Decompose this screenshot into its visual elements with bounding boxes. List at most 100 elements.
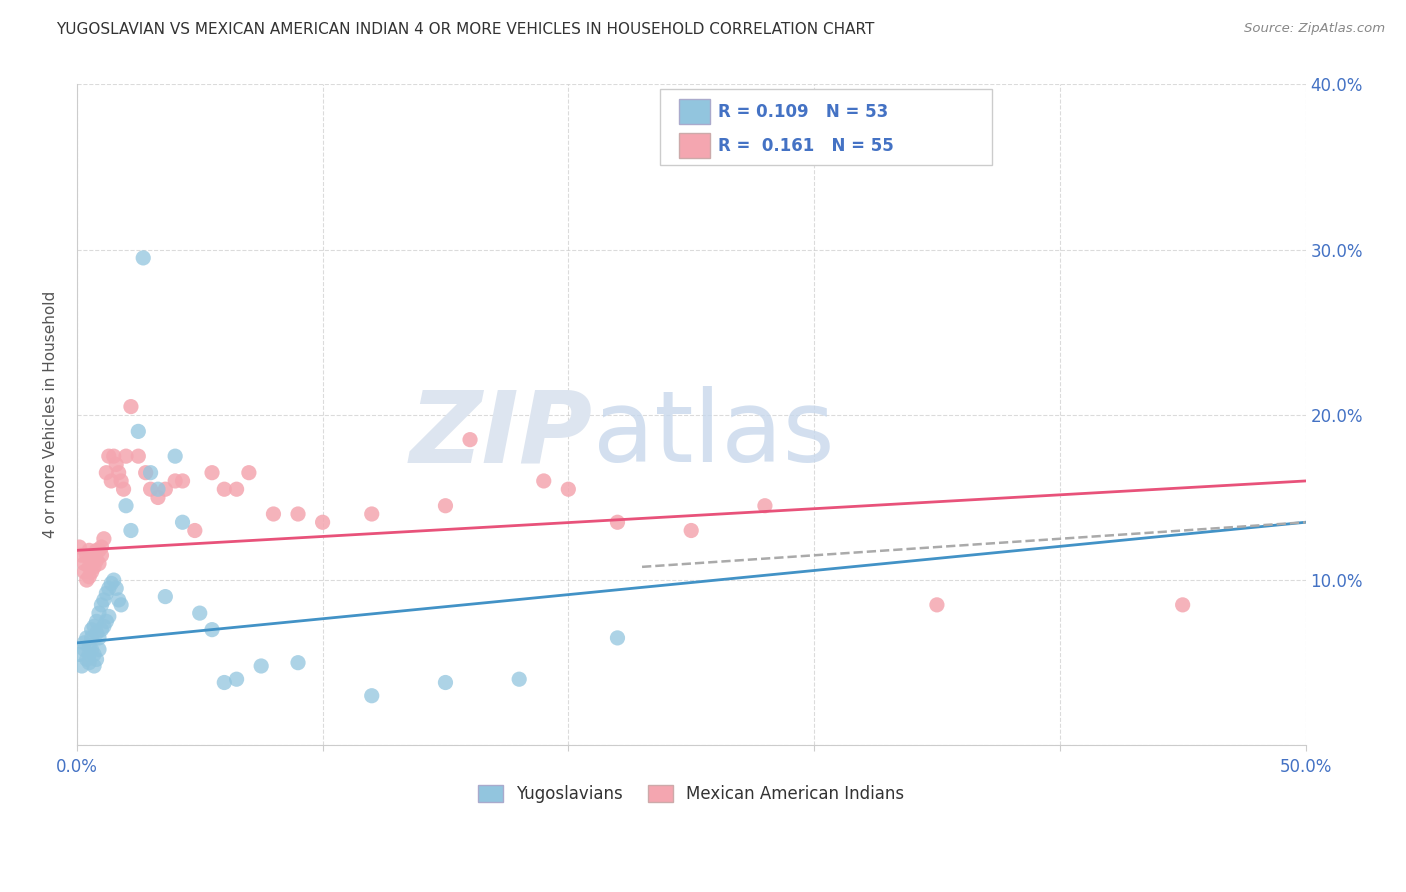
Point (97, 449, 120, 463)
Text: R = 0.109   N = 53: R = 0.109 N = 53 (718, 103, 889, 120)
Point (77, 559, 100, 574)
Y-axis label: 4 or more Vehicles in Household: 4 or more Vehicles in Household (44, 292, 58, 539)
Point (87, 606, 110, 620)
Point (262, 507, 284, 521)
Point (70, 549, 93, 563)
Point (100, 576, 122, 591)
Point (115, 449, 138, 463)
Point (146, 482, 169, 496)
Point (86, 626, 108, 640)
Point (77, 639, 100, 653)
Point (287, 507, 309, 521)
Point (120, 400, 142, 414)
Point (77, 543, 100, 558)
Point (76, 549, 98, 563)
Point (165, 474, 187, 488)
Point (77, 656, 100, 670)
Point (201, 623, 224, 637)
Point (80, 553, 103, 567)
Point (139, 466, 162, 480)
Point (127, 449, 149, 463)
Text: R =  0.161   N = 55: R = 0.161 N = 55 (718, 136, 894, 155)
Point (225, 482, 247, 496)
Point (225, 672, 247, 686)
Point (90, 623, 112, 637)
Point (120, 524, 142, 538)
Point (87, 642, 110, 657)
Point (146, 491, 169, 505)
Point (110, 474, 132, 488)
Point (87, 557, 110, 571)
Point (132, 251, 155, 265)
Point (557, 482, 579, 496)
Point (87, 631, 110, 645)
Point (86, 615, 108, 629)
Point (73, 642, 96, 657)
Point (86, 543, 108, 558)
Point (214, 482, 236, 496)
Point (165, 449, 187, 463)
Text: Source: ZipAtlas.com: Source: ZipAtlas.com (1244, 22, 1385, 36)
Point (96, 615, 118, 629)
Point (155, 482, 177, 496)
Point (606, 631, 628, 645)
Point (77, 648, 100, 662)
Point (172, 515, 194, 529)
Point (105, 582, 128, 596)
Point (103, 449, 125, 463)
Point (90, 540, 112, 554)
Point (96, 466, 118, 480)
Point (73, 557, 96, 571)
Point (83, 648, 105, 662)
FancyBboxPatch shape (661, 89, 993, 165)
FancyBboxPatch shape (679, 133, 710, 159)
Point (73, 636, 96, 650)
Point (96, 586, 118, 600)
Point (238, 466, 260, 480)
Point (139, 482, 162, 496)
Point (97, 609, 120, 624)
Point (90, 549, 112, 563)
Point (533, 474, 555, 488)
Point (90, 598, 112, 612)
Point (311, 515, 333, 529)
Point (70, 659, 93, 673)
Point (115, 499, 138, 513)
Text: ZIP: ZIP (411, 386, 593, 483)
Point (214, 675, 236, 690)
Point (681, 524, 703, 538)
Legend: Yugoslavians, Mexican American Indians: Yugoslavians, Mexican American Indians (478, 785, 904, 803)
Point (360, 689, 382, 703)
Point (73, 565, 96, 579)
Point (67, 648, 90, 662)
Point (83, 559, 105, 574)
Point (86, 652, 108, 666)
Point (112, 482, 135, 496)
Point (754, 499, 776, 513)
Point (925, 598, 948, 612)
Point (100, 474, 122, 488)
FancyBboxPatch shape (679, 99, 710, 124)
Point (97, 582, 120, 596)
Point (508, 672, 530, 686)
Point (76, 652, 98, 666)
Point (93, 619, 115, 633)
Point (360, 507, 382, 521)
Point (1171, 598, 1194, 612)
Point (127, 425, 149, 439)
Point (86, 553, 108, 567)
Point (80, 631, 103, 645)
Point (434, 499, 457, 513)
Point (458, 433, 481, 447)
Text: atlas: atlas (593, 386, 835, 483)
Point (107, 593, 129, 607)
Point (250, 659, 273, 673)
Point (201, 466, 224, 480)
Point (76, 631, 98, 645)
Point (83, 659, 105, 673)
Point (87, 543, 110, 558)
Point (67, 540, 90, 554)
Point (606, 515, 628, 529)
Point (434, 675, 457, 690)
Point (184, 524, 207, 538)
